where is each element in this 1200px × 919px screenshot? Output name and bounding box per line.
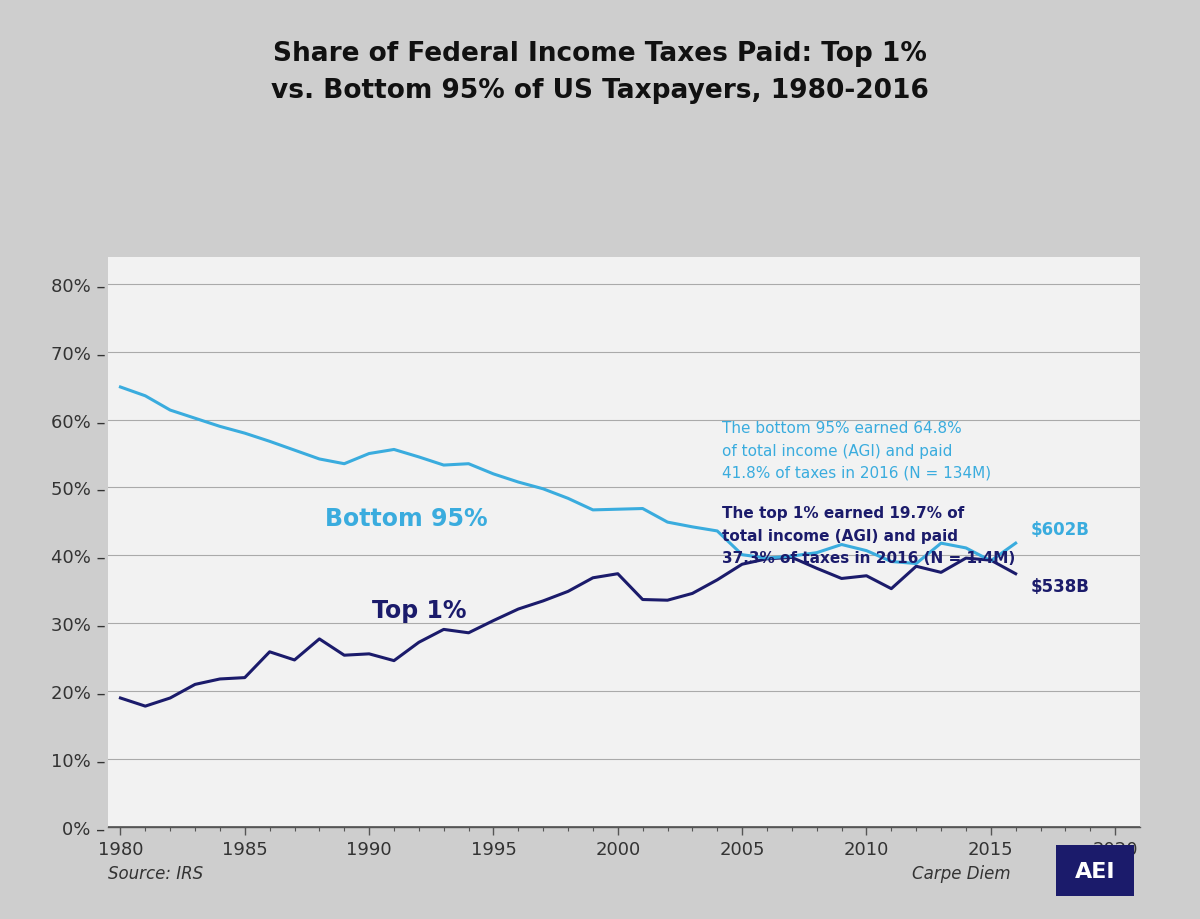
Text: Source: IRS: Source: IRS (108, 864, 203, 882)
Text: $602B: $602B (1031, 520, 1090, 539)
Text: Bottom 95%: Bottom 95% (325, 506, 487, 530)
Text: The top 1% earned 19.7% of
total income (AGI) and paid
37.3% of taxes in 2016 (N: The top 1% earned 19.7% of total income … (722, 505, 1015, 565)
Text: The bottom 95% earned 64.8%
of total income (AGI) and paid
41.8% of taxes in 201: The bottom 95% earned 64.8% of total inc… (722, 421, 991, 481)
Text: AEI: AEI (1075, 861, 1115, 880)
Text: vs. Bottom 95% of US Taxpayers, 1980-2016: vs. Bottom 95% of US Taxpayers, 1980-201… (271, 78, 929, 104)
Text: Carpe Diem: Carpe Diem (912, 864, 1010, 882)
Text: Share of Federal Income Taxes Paid: Top 1%: Share of Federal Income Taxes Paid: Top … (274, 41, 926, 67)
Text: Top 1%: Top 1% (372, 598, 466, 622)
Text: $538B: $538B (1031, 577, 1090, 596)
